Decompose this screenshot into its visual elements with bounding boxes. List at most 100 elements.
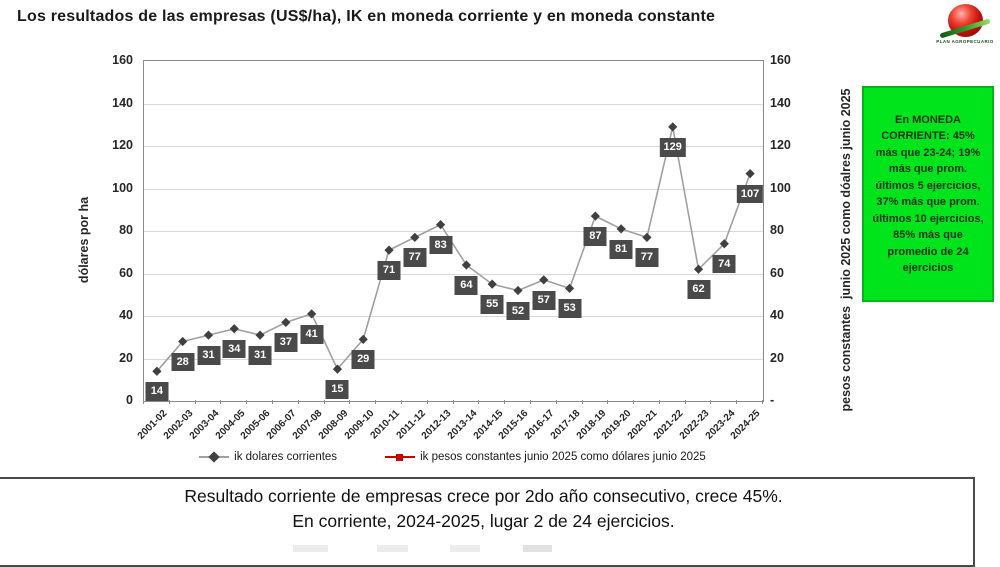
y-axis-right-ticks: - 20 40 60 80 100 120 140 160 [770, 53, 812, 407]
data-point-label: 87 [583, 227, 607, 246]
data-point-marker [564, 283, 575, 293]
x-tick-mark [478, 400, 480, 404]
data-point-marker [255, 330, 265, 340]
data-point-label: 31 [248, 346, 272, 365]
data-point-marker [668, 122, 678, 132]
data-point-label: 64 [454, 276, 478, 295]
x-tick-mark [504, 400, 506, 404]
data-point-label: 57 [532, 290, 556, 310]
data-point-marker [616, 224, 626, 234]
data-point-label: 77 [635, 248, 659, 268]
x-tick-mark [246, 400, 248, 404]
y-tick-label: 140 [770, 95, 791, 110]
y-tick-label: 100 [770, 180, 791, 195]
x-axis: 2001-02 2002-03 2003-04 2004-05 2005-06 2006-… [136, 400, 763, 454]
legend-item-pesos-constantes: ik pesos constantes junio 2025 como dóla… [385, 451, 706, 463]
gridline [144, 231, 763, 232]
y-tick-label: 20 [770, 350, 784, 365]
data-point-marker [693, 264, 704, 274]
chart-legend: ik dolares corrientes ik pesos constante… [143, 451, 762, 463]
logo-plan-agropecuario: PLAN AGROPECUARIO [936, 3, 994, 51]
data-point-marker [642, 232, 652, 242]
footer-line-2: En corriente, 2024-2025, lugar 2 de 24 e… [292, 511, 675, 531]
data-point-label: 14 [145, 382, 169, 401]
data-point-marker [719, 239, 729, 249]
data-point-label: 107 [736, 184, 764, 204]
square-marker-icon [385, 451, 416, 463]
y-axis-right-title: pesos constantes junio 2025 como dóalres… [839, 88, 853, 412]
data-point-label: 74 [712, 254, 736, 274]
data-point-marker [307, 309, 317, 319]
diamond-marker-icon [199, 451, 230, 463]
y-tick-label: 60 [119, 265, 133, 280]
legend-label: ik dolares corrientes [234, 451, 338, 463]
x-tick-mark [220, 400, 222, 404]
moneda-corriente-annotation: En MONEDA CORRIENTE: 45% más que 23-24; … [862, 86, 994, 302]
data-point-label: 81 [609, 239, 633, 259]
x-tick-mark [710, 400, 712, 404]
y-tick-label: 40 [119, 308, 133, 322]
legend-label: ik pesos constantes junio 2025 como dóla… [420, 451, 706, 463]
data-point-marker [203, 330, 214, 340]
data-point-marker [178, 336, 188, 347]
data-point-marker [436, 220, 446, 230]
x-tick-mark [736, 400, 738, 404]
data-point-label: 34 [222, 339, 246, 359]
series-line [152, 122, 755, 376]
x-tick-mark [323, 400, 325, 404]
x-tick-mark [633, 400, 634, 404]
gridline [144, 188, 763, 190]
y-tick-label: 60 [770, 265, 784, 280]
gridline [144, 358, 763, 360]
x-tick-mark [684, 400, 686, 404]
x-tick-mark [168, 400, 170, 404]
x-tick-mark [529, 400, 531, 404]
page-title: Los resultados de las empresas (US$/ha),… [17, 8, 716, 25]
cutoff-text-fragment [377, 545, 408, 552]
x-tick-mark [272, 400, 273, 404]
x-tick-mark [349, 400, 351, 404]
data-point-marker [513, 285, 523, 296]
footer-line-1: Resultado corriente de empresas crece po… [184, 486, 783, 506]
x-tick-mark [607, 400, 609, 404]
y-tick-label: 120 [770, 138, 791, 152]
data-point-label: 129 [659, 137, 686, 157]
x-tick-mark [194, 400, 196, 404]
data-point-label: 83 [429, 235, 453, 255]
y-axis-left-ticks: 0 20 40 60 80 100 120 140 160 [97, 53, 137, 407]
data-point-marker [461, 260, 471, 270]
x-tick-mark [762, 400, 763, 404]
data-point-marker [332, 364, 343, 374]
annotation-text: En MONEDA CORRIENTE: 45% más que 23-24; … [872, 113, 984, 275]
data-point-label: 29 [351, 350, 375, 370]
gridline [144, 273, 763, 275]
x-tick-mark [555, 400, 557, 404]
data-point-label: 55 [480, 295, 504, 314]
data-point-marker [384, 245, 394, 255]
data-point-label: 77 [403, 248, 427, 268]
y-tick-label: 120 [112, 138, 133, 152]
y-tick-label: 0 [126, 393, 133, 407]
data-point-label: 28 [171, 352, 195, 372]
y-tick-label: 160 [112, 53, 133, 67]
data-point-marker [410, 232, 420, 242]
data-point-marker [590, 211, 600, 221]
gridline [144, 316, 763, 317]
data-point-label: 41 [300, 324, 324, 344]
footer-box: Resultado corriente de empresas crece po… [0, 477, 975, 567]
y-tick-label: 40 [770, 308, 784, 322]
x-tick-mark [143, 400, 144, 404]
data-point-label: 37 [274, 333, 298, 353]
y-tick-label: - [770, 393, 775, 407]
y-tick-label: 100 [112, 180, 133, 195]
data-point-label: 53 [558, 299, 582, 319]
y-tick-label: 80 [770, 223, 784, 237]
x-tick-mark [426, 400, 428, 404]
x-tick-mark [581, 400, 583, 404]
data-point-marker [281, 317, 291, 327]
data-point-label: 52 [506, 301, 530, 321]
cutoff-text-fragment [293, 545, 328, 552]
data-point-label: 15 [325, 380, 349, 399]
gridline [144, 103, 763, 105]
y-tick-label: 140 [112, 95, 133, 110]
